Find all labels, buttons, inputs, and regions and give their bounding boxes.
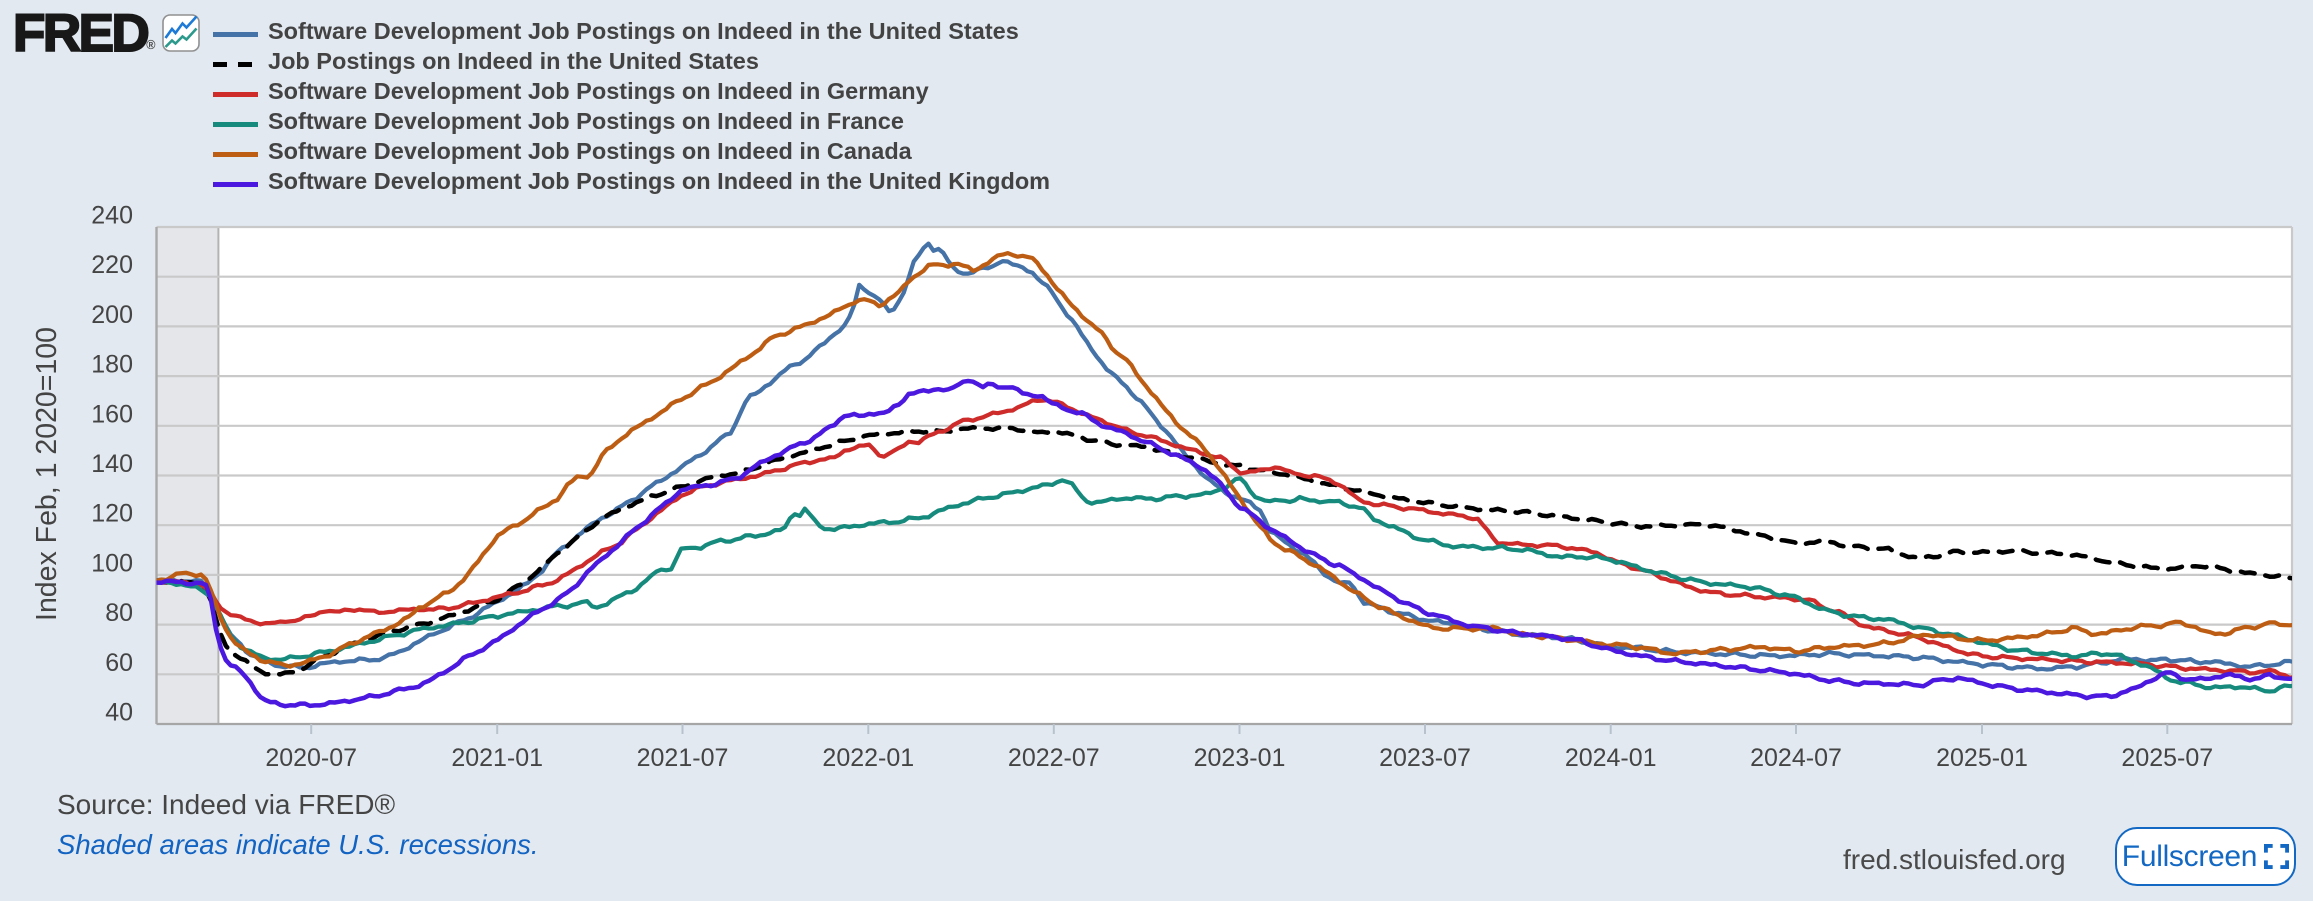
svg-text:2025-01: 2025-01	[1936, 744, 2028, 772]
svg-text:2025-07: 2025-07	[2121, 744, 2213, 772]
svg-text:160: 160	[91, 400, 133, 428]
svg-text:240: 240	[91, 202, 133, 230]
svg-text:2023-07: 2023-07	[1379, 744, 1471, 772]
svg-text:200: 200	[91, 301, 133, 329]
svg-text:2024-01: 2024-01	[1565, 744, 1657, 772]
svg-text:80: 80	[105, 599, 133, 627]
svg-text:140: 140	[91, 450, 133, 478]
svg-text:2020-07: 2020-07	[265, 744, 357, 772]
svg-text:Index Feb, 1 2020=100: Index Feb, 1 2020=100	[31, 327, 63, 621]
svg-text:2022-07: 2022-07	[1008, 744, 1100, 772]
svg-text:40: 40	[105, 699, 133, 727]
svg-text:220: 220	[91, 251, 133, 279]
svg-text:2021-01: 2021-01	[451, 744, 543, 772]
svg-text:60: 60	[105, 649, 133, 677]
svg-text:180: 180	[91, 351, 133, 379]
svg-text:2023-01: 2023-01	[1194, 744, 1286, 772]
svg-text:2021-07: 2021-07	[637, 744, 729, 772]
svg-text:100: 100	[91, 549, 133, 577]
svg-text:120: 120	[91, 500, 133, 528]
svg-text:2024-07: 2024-07	[1750, 744, 1842, 772]
svg-text:2022-01: 2022-01	[822, 744, 914, 772]
